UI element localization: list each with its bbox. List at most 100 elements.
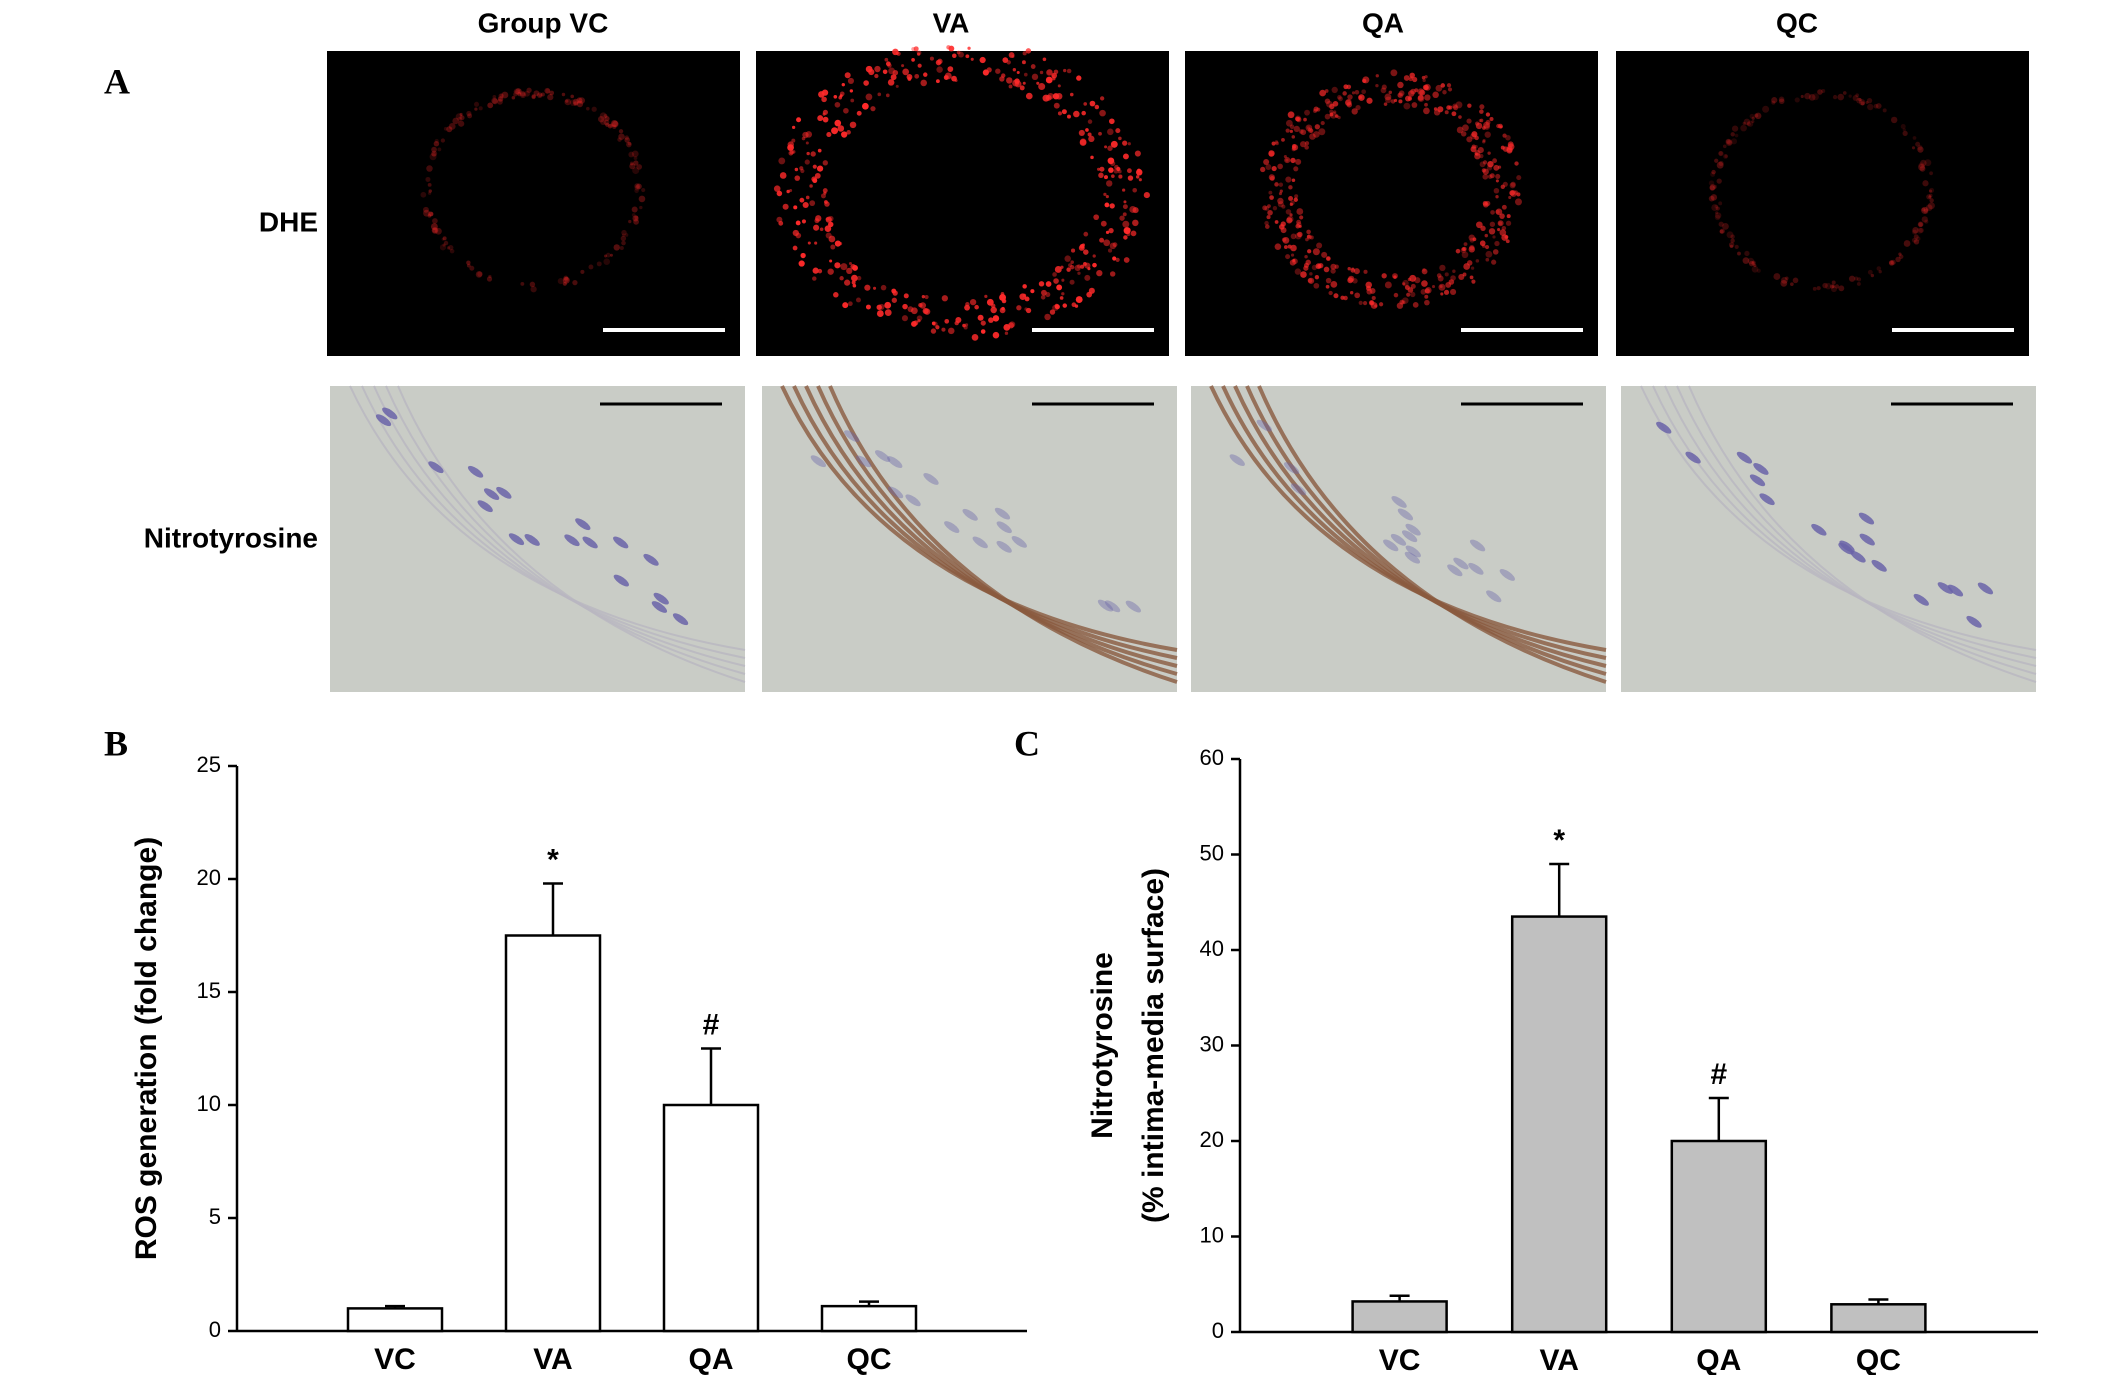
dhe-signal <box>1718 151 1723 156</box>
vessel-wall <box>1688 385 2037 683</box>
dhe-signal <box>609 123 614 128</box>
y-tick-label: 20 <box>1200 1127 1224 1152</box>
dhe-signal <box>1470 266 1475 270</box>
dhe-signal <box>1398 90 1405 97</box>
dhe-signal <box>1099 96 1105 101</box>
dhe-signal <box>578 97 586 104</box>
dhe-signal <box>1890 116 1898 124</box>
dhe-signal <box>1358 94 1365 101</box>
dhe-signal <box>1740 124 1747 132</box>
dhe-signal <box>1475 122 1483 130</box>
dhe-signal <box>902 303 908 310</box>
dhe-signal <box>1424 288 1430 294</box>
dhe-signal <box>1471 131 1478 138</box>
dhe-signal <box>580 269 585 274</box>
dhe-signal <box>1479 109 1484 114</box>
dhe-signal <box>459 115 465 121</box>
dhe-signal <box>1388 90 1393 95</box>
dhe-signal <box>834 240 842 247</box>
dhe-signal <box>1105 180 1113 187</box>
dhe-signal <box>1293 125 1300 133</box>
dhe-signal <box>1501 204 1507 210</box>
dhe-signal <box>588 264 594 270</box>
dhe-signal <box>1463 242 1468 247</box>
nucleus <box>856 455 872 468</box>
dhe-signal <box>1381 273 1387 279</box>
dhe-signal <box>1019 85 1025 91</box>
dhe-signal <box>1108 227 1114 234</box>
dhe-signal <box>1714 214 1721 221</box>
dhe-signal <box>1510 190 1517 197</box>
dhe-signal <box>1264 220 1269 226</box>
dhe-signal <box>882 69 888 75</box>
dhe-signal <box>1079 138 1087 146</box>
dhe-signal <box>1103 239 1111 247</box>
dhe-signal <box>1470 133 1477 140</box>
dhe-signal <box>1421 268 1428 275</box>
y-tick-label: 40 <box>1200 936 1224 961</box>
dhe-signal <box>806 151 810 156</box>
dhe-signal <box>1022 51 1027 56</box>
dhe-signal <box>812 178 818 184</box>
dhe-signal <box>1006 60 1011 65</box>
dhe-signal <box>921 295 926 299</box>
dhe-signal <box>431 150 438 157</box>
dhe-signal <box>844 279 851 286</box>
dhe-signal <box>1482 160 1488 165</box>
dhe-signal <box>1268 174 1275 181</box>
dhe-signal <box>1275 141 1279 146</box>
dhe-signal <box>1913 234 1919 240</box>
dhe-signal <box>1867 269 1873 275</box>
dhe-signal <box>923 308 931 315</box>
dhe-signal <box>1326 256 1330 261</box>
panel-letter: B <box>104 723 128 763</box>
dhe-signal <box>1335 114 1339 118</box>
dhe-signal <box>1477 146 1484 154</box>
dhe-signal <box>1482 139 1486 143</box>
dhe-signal <box>1410 291 1416 298</box>
dhe-signal <box>1001 73 1006 78</box>
dhe-signal <box>491 97 498 104</box>
dhe-signal <box>565 99 569 103</box>
dhe-signal <box>786 189 790 194</box>
dhe-signal <box>1099 237 1105 243</box>
dhe-signal <box>1471 279 1476 284</box>
dhe-signal <box>917 63 922 68</box>
nucleus <box>923 473 939 485</box>
dhe-signal <box>1870 273 1875 278</box>
dhe-signal <box>809 200 816 207</box>
dhe-signal <box>1061 292 1065 296</box>
x-tick-label: QC <box>1856 1344 1901 1375</box>
dhe-signal <box>488 274 492 279</box>
dhe-signal <box>1460 131 1467 137</box>
dhe-signal <box>603 114 608 118</box>
dhe-signal <box>1045 292 1051 298</box>
dhe-signal <box>1468 246 1475 253</box>
dhe-signal <box>1351 108 1358 115</box>
dhe-signal <box>1096 269 1103 277</box>
dhe-signal <box>1924 159 1932 167</box>
dhe-signal <box>852 265 858 271</box>
dhe-signal <box>1479 240 1486 247</box>
dhe-signal <box>1118 174 1123 179</box>
dhe-signal <box>1444 110 1449 115</box>
dhe-signal <box>962 323 966 328</box>
dhe-signal <box>1074 304 1079 308</box>
dhe-signal <box>1083 231 1089 237</box>
dhe-signal <box>1866 98 1873 104</box>
dhe-signal <box>1731 125 1739 132</box>
dhe-signal <box>1277 197 1284 205</box>
nucleus <box>1401 530 1418 543</box>
dhe-signal <box>423 209 431 217</box>
dhe-signal <box>517 91 522 97</box>
dhe-signal <box>1123 200 1127 204</box>
dhe-signal <box>792 125 796 129</box>
dhe-signal <box>1710 171 1716 177</box>
nucleus <box>1097 599 1114 612</box>
dhe-signal <box>1054 304 1060 310</box>
nucleus <box>996 540 1012 553</box>
dhe-signal <box>1318 128 1326 136</box>
dhe-signal <box>624 233 629 237</box>
vessel-wall <box>1664 385 2037 667</box>
dhe-signal <box>564 277 569 282</box>
